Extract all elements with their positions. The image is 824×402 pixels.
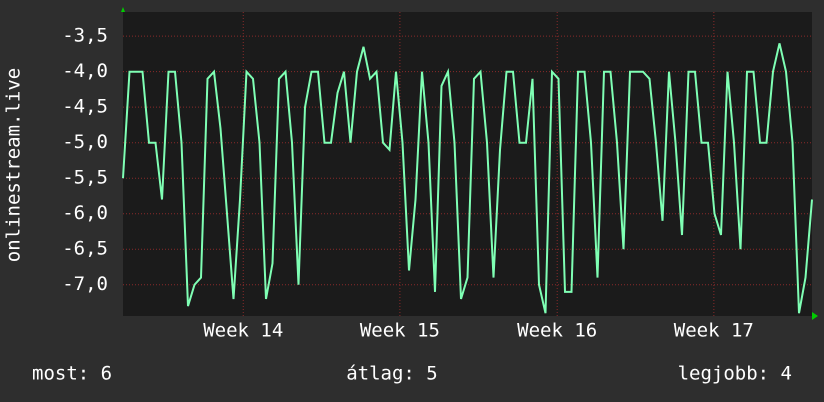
y-axis-label: onlinestream.live <box>3 68 25 262</box>
x-tick-label: Week 15 <box>360 320 440 342</box>
axis-arrow <box>121 7 125 12</box>
x-tick-label: Week 17 <box>674 320 754 342</box>
stat-current: most: 6 <box>32 363 112 385</box>
stat-average: átlag: 5 <box>346 363 438 385</box>
y-tick-label: -5,5 <box>62 167 108 189</box>
stat-best: legjobb: 4 <box>678 363 792 385</box>
data-line <box>122 43 813 314</box>
y-tick-label: -3,5 <box>62 25 108 47</box>
y-tick-label: -4,5 <box>62 96 108 118</box>
y-tick-label: -5,0 <box>62 131 108 153</box>
x-tick-label: Week 14 <box>203 320 283 342</box>
x-tick-label: Week 16 <box>517 320 597 342</box>
y-tick-label: -4,0 <box>62 60 108 82</box>
y-tick-label: -6,5 <box>62 238 108 260</box>
axis-arrow <box>812 312 818 320</box>
y-tick-label: -7,0 <box>62 273 108 295</box>
y-tick-label: -6,0 <box>62 202 108 224</box>
